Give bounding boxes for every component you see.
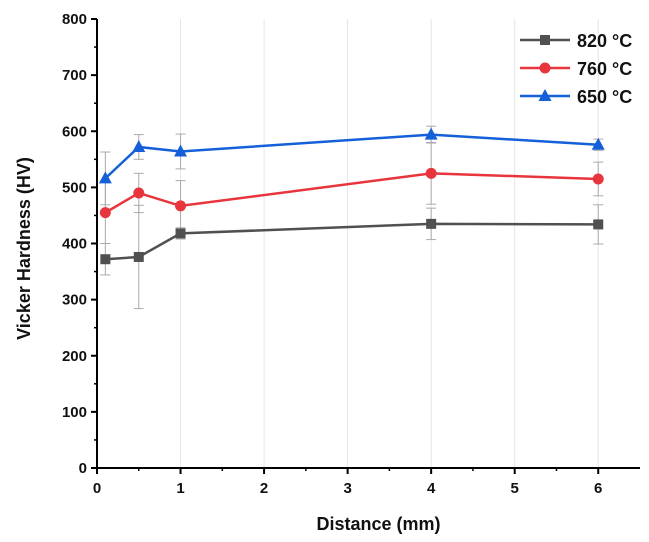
x-tick-label: 1	[176, 480, 184, 497]
x-tick-label: 6	[594, 480, 602, 497]
legend-item: 650 °C	[520, 87, 632, 107]
y-tick-label: 0	[79, 460, 87, 477]
data-point-circle	[133, 187, 145, 199]
data-point-square	[426, 218, 437, 229]
series-line-2	[104, 133, 599, 180]
data-point-triangle	[132, 139, 146, 152]
data-point-square	[175, 228, 186, 239]
data-point-square	[133, 251, 144, 262]
x-tick-label: 4	[427, 480, 436, 497]
x-tick-label: 2	[260, 480, 268, 497]
data-point-triangle	[591, 137, 605, 150]
y-tick-label: 200	[62, 348, 87, 365]
data-point-triangle	[424, 127, 438, 140]
y-tick-label: 400	[62, 236, 87, 253]
y-tick-label: 300	[62, 292, 87, 309]
legend-swatch-marker	[539, 62, 551, 74]
data-point-circle	[425, 167, 437, 179]
ticks: 0 1 2 3 4 5 6 0 100 200 300 400 500 600 700 800	[62, 11, 602, 497]
data-point-circle	[99, 207, 111, 219]
data-point-triangle	[174, 144, 188, 157]
grid-lines	[180, 19, 599, 468]
legend: 820 °C 760 °C 650 °C	[520, 31, 632, 107]
y-tick-label: 700	[62, 67, 87, 84]
y-tick-label: 600	[62, 123, 87, 140]
y-axis-title: Vicker Hardness (HV)	[14, 157, 34, 340]
data-point-square	[100, 254, 111, 265]
legend-label: 820 °C	[577, 31, 632, 51]
data-markers	[98, 127, 605, 265]
legend-label: 650 °C	[577, 87, 632, 107]
legend-item: 760 °C	[520, 59, 632, 79]
x-tick-label: 5	[511, 480, 519, 497]
data-point-triangle	[98, 171, 112, 184]
y-tick-label: 800	[62, 11, 87, 28]
data-point-square	[593, 219, 604, 230]
x-tick-label: 3	[343, 480, 351, 497]
legend-label: 760 °C	[577, 59, 632, 79]
x-tick-label: 0	[93, 480, 101, 497]
data-point-circle	[175, 200, 187, 212]
data-point-circle	[592, 173, 604, 185]
legend-swatch-marker	[538, 89, 552, 101]
legend-item: 820 °C	[520, 31, 632, 51]
legend-swatch-marker	[540, 35, 550, 45]
axes	[96, 19, 640, 469]
x-axis-title: Distance (mm)	[316, 514, 440, 534]
y-tick-label: 500	[62, 179, 87, 196]
y-tick-label: 100	[62, 404, 87, 421]
